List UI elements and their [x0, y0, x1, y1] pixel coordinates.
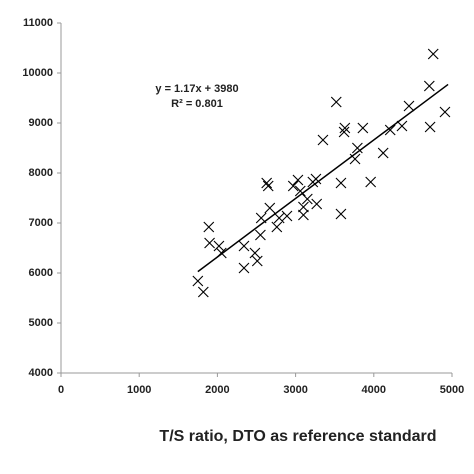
point: [251, 255, 263, 267]
x-axis-label: T/S ratio, DTO as reference standard: [159, 428, 436, 445]
point: [427, 48, 439, 60]
y-tick-label: 11000: [23, 17, 53, 29]
y-tick-label: 7000: [29, 217, 53, 229]
point: [365, 176, 377, 188]
point: [330, 96, 342, 108]
point: [377, 147, 389, 159]
point: [298, 209, 309, 221]
point: [261, 177, 273, 189]
point: [338, 126, 350, 138]
point: [301, 193, 313, 205]
point: [403, 100, 415, 112]
point: [351, 142, 363, 154]
point: [423, 80, 435, 92]
y-tick-label: 10000: [22, 67, 53, 79]
point: [213, 240, 225, 252]
y-tick-label: 5000: [29, 317, 53, 329]
point: [396, 120, 408, 132]
point: [439, 106, 451, 118]
point: [203, 221, 215, 233]
r-squared: R² = 0.801: [171, 98, 223, 110]
point: [424, 121, 436, 133]
point: [349, 153, 361, 165]
point: [255, 212, 267, 224]
equation: y = 1.17x + 3980: [155, 83, 238, 95]
x-tick-label: 5000: [440, 384, 464, 396]
point: [204, 237, 215, 249]
point: [357, 122, 369, 134]
point: [384, 124, 396, 136]
x-tick-label: 3000: [283, 384, 307, 396]
y-tick-label: 9000: [29, 117, 53, 129]
point: [238, 240, 250, 252]
point: [317, 134, 329, 146]
point: [238, 262, 250, 274]
point: [298, 201, 309, 213]
x-tick-label: 1000: [127, 384, 151, 396]
point: [192, 275, 204, 287]
point: [294, 185, 306, 197]
point: [310, 173, 322, 185]
x-tick-label: 0: [58, 384, 64, 396]
point: [335, 208, 347, 220]
point: [264, 202, 276, 214]
point: [339, 122, 351, 134]
point: [335, 177, 347, 189]
y-tick-label: 8000: [29, 167, 53, 179]
y-tick-label: 6000: [29, 267, 53, 279]
y-tick-label: 4000: [29, 367, 53, 379]
point: [292, 174, 304, 186]
point: [255, 229, 266, 241]
x-tick-label: 2000: [205, 384, 229, 396]
point: [249, 247, 261, 259]
point: [287, 180, 299, 192]
point: [197, 286, 209, 298]
point: [311, 198, 323, 210]
point: [215, 247, 227, 259]
point: [262, 180, 274, 192]
point: [271, 221, 283, 233]
x-tick-label: 4000: [362, 384, 386, 396]
point: [273, 212, 285, 224]
trendline: [197, 83, 449, 273]
point: [281, 210, 293, 222]
